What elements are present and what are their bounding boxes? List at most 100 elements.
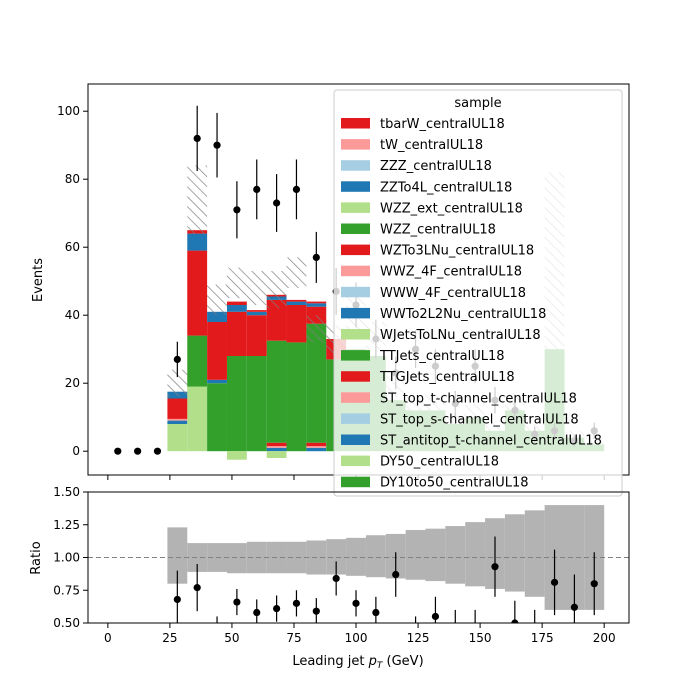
- legend-label-0: tbarW_centralUL18: [380, 117, 505, 132]
- ratio-xtick-label-2: 50: [224, 631, 239, 645]
- legend-label-13: ST_top_t-channel_centralUL18: [380, 391, 577, 406]
- ratio-points: [173, 536, 598, 633]
- data-point-7: [253, 185, 261, 193]
- ratio-band-bin-3: [167, 527, 188, 584]
- ratio-point-3: [233, 598, 241, 606]
- ratio-band-bin-12: [346, 537, 366, 576]
- stack-bar-5-4: [187, 335, 208, 387]
- stack-bar-0-4: [187, 424, 208, 452]
- stack-bar-1-10: [306, 447, 327, 452]
- stack-bar-0-3: [167, 424, 188, 452]
- legend-swatch-16: [341, 455, 370, 467]
- legend-label-14: ST_top_s-channel_centralUL18: [380, 412, 579, 427]
- stack-bar-7-4: [187, 250, 208, 336]
- stack-bar-5-7: [246, 356, 267, 452]
- ratio-band-bin-16: [425, 528, 446, 582]
- ratio-y-axis-label: Ratio: [29, 541, 44, 574]
- stack-bar-9-7: [246, 310, 267, 312]
- stack-bar-8-9: [286, 301, 307, 305]
- legend-swatch-5: [341, 223, 370, 234]
- main-ytick-label-3: 60: [65, 240, 80, 254]
- data-point-4: [193, 134, 201, 142]
- stack-bar-8-7: [246, 311, 267, 316]
- stack-bar-7-7: [246, 315, 267, 356]
- ratio-point-0: [173, 595, 181, 604]
- legend-swatch-12: [341, 371, 370, 382]
- ratio-band-bin-21: [524, 510, 545, 597]
- legend-swatch-3: [341, 181, 370, 192]
- ratio-point-4: [253, 608, 261, 617]
- ratio-xtick-label-6: 150: [469, 631, 492, 645]
- legend-swatch-6: [341, 244, 370, 256]
- uncertainty-bin-3: [167, 369, 188, 397]
- stack-bar-5-9: [286, 342, 307, 452]
- main-panel: 0 20 40 60 80 100 Events sample tbarW_central…: [31, 83, 630, 497]
- ratio-point-1: [193, 584, 201, 592]
- ratio-ytick-label-0: 0.50: [53, 616, 80, 630]
- x-axis-label-symbol: p: [368, 654, 377, 669]
- legend-label-15: ST_antitop_t-channel_centralUL18: [380, 434, 602, 449]
- ratio-band-bin-11: [326, 539, 347, 575]
- ratio-xtick-label-3: 75: [286, 631, 301, 645]
- stack-bar-7-3: [167, 398, 188, 419]
- legend-swatch-1: [341, 139, 370, 150]
- stack-bar-3-10: [306, 442, 327, 447]
- main-ytick-label-2: 40: [65, 308, 80, 322]
- legend-label-2: ZZZ_centralUL18: [380, 159, 492, 174]
- stack-bar-7-5: [207, 322, 227, 380]
- legend-label-10: WJetsToLNu_centralUL18: [380, 328, 541, 343]
- ratio-xtick-label-0: 0: [104, 631, 112, 645]
- data-point-0: [114, 447, 122, 455]
- main-ytick-label-1: 20: [65, 376, 80, 390]
- uncertainty-bin-7: [246, 271, 267, 305]
- legend-swatch-0: [341, 118, 370, 129]
- legend: sample tbarW_centralUL18 tW_centralUL18 ZZ…: [333, 89, 623, 497]
- ratio-point-10: [372, 608, 380, 617]
- data-point-6: [233, 206, 241, 214]
- main-y-ticks: 0 20 40 60 80 100: [57, 104, 88, 458]
- ratio-point-19: [550, 578, 559, 586]
- legend-swatch-13: [341, 392, 370, 403]
- ratio-band-bin-17: [445, 526, 466, 584]
- legend-swatch-15: [341, 434, 370, 445]
- ratio-point-21: [590, 580, 598, 588]
- legend-label-17: DY10to50_centralUL18: [380, 476, 529, 491]
- stack-bar-9-9: [286, 299, 307, 302]
- stack-bar-8-5: [207, 311, 227, 322]
- main-ytick-label-4: 80: [65, 172, 80, 186]
- stack-bar-8-10: [306, 303, 327, 307]
- stack-bar-5-10: [306, 323, 327, 443]
- x-axis-label-unit: (GeV): [382, 654, 423, 669]
- legend-label-12: TTGJets_centralUL18: [379, 370, 515, 385]
- stack-bar-9-6: [226, 301, 247, 305]
- ratio-band-bin-4: [187, 543, 208, 572]
- legend-swatch-14: [341, 413, 370, 424]
- stack-bar-8-6: [226, 305, 247, 312]
- data-point-10: [312, 253, 320, 261]
- legend-label-11: TTJets_centralUL18: [379, 349, 505, 364]
- main-y-axis-label: Events: [31, 258, 46, 302]
- ratio-band-bin-18: [465, 522, 486, 587]
- uncertainty-bin-5: [207, 284, 227, 316]
- ratio-uncertainty-band: [167, 505, 605, 610]
- ratio-band-bin-6: [226, 543, 247, 574]
- negative-bar-0-6: [226, 451, 247, 460]
- ratio-point-13: [431, 612, 440, 621]
- main-ytick-label-0: 0: [72, 444, 80, 458]
- ratio-xtick-label-8: 200: [593, 631, 616, 645]
- ratio-ytick-label-4: 1.50: [53, 485, 80, 499]
- ratio-point-20: [570, 603, 579, 611]
- x-axis-label: Leading jet pT (GeV): [292, 654, 423, 671]
- legend-title: sample: [454, 96, 501, 111]
- legend-swatch-9: [341, 307, 370, 319]
- ratio-point-9: [352, 599, 360, 607]
- ratio-point-17: [511, 619, 519, 623]
- ratio-xtick-label-5: 125: [407, 631, 430, 645]
- ratio-point-14: [452, 626, 459, 633]
- ratio-point-16: [491, 563, 499, 571]
- ratio-point-6: [292, 599, 301, 607]
- stack-bar-7-6: [226, 311, 247, 356]
- stack-bar-1-8: [266, 447, 287, 452]
- uncertainty-bin-8: [266, 271, 287, 309]
